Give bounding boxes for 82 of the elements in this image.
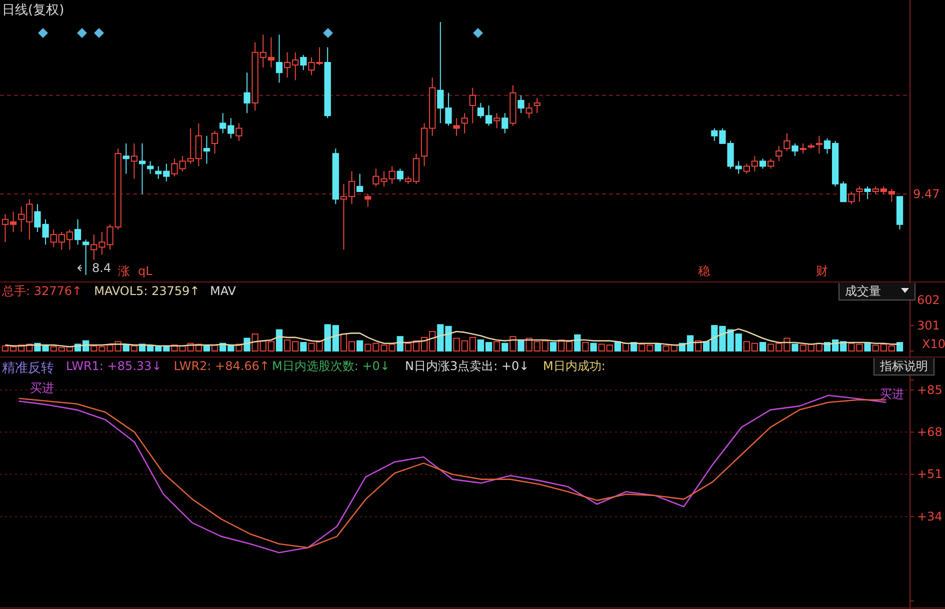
bar — [582, 342, 589, 352]
bar — [518, 340, 524, 352]
candlestick — [203, 135, 210, 164]
y-tick-label: +68 — [917, 424, 942, 439]
bar — [590, 342, 597, 352]
annotation: 稳 — [698, 264, 710, 278]
candlestick — [130, 142, 138, 180]
bar — [356, 340, 364, 352]
text: LWR2: +84.66↑ — [174, 359, 270, 373]
annotation: 财 — [816, 264, 828, 278]
annotation: 成交量 — [845, 284, 881, 298]
bar — [550, 342, 557, 352]
bar — [792, 344, 798, 352]
candlestick — [146, 160, 154, 174]
bar — [654, 344, 662, 352]
bar — [502, 342, 508, 352]
candlestick — [453, 118, 460, 136]
text: 指标说明 — [879, 359, 928, 373]
candlestick — [211, 130, 218, 154]
candlestick — [502, 112, 508, 134]
candlestick — [864, 186, 871, 200]
candlestick — [300, 54, 307, 71]
candlestick — [244, 72, 250, 114]
bar — [864, 342, 871, 352]
bar — [574, 334, 581, 352]
bar — [276, 329, 283, 352]
candlestick — [800, 142, 806, 154]
y-tick-label: 301 — [917, 318, 940, 332]
candlestick — [816, 135, 822, 154]
candlestick — [469, 87, 476, 124]
candlestick — [768, 158, 774, 170]
text: 9.47 — [913, 187, 940, 201]
bar — [300, 342, 307, 352]
text: M日内成功: — [543, 359, 606, 373]
candlestick — [236, 122, 242, 142]
annotation: 8.4 — [92, 261, 112, 275]
chart-title: 日线(复权) — [2, 3, 64, 18]
candlestick — [494, 112, 500, 129]
text: N日内涨3点卖出: +0↓ — [405, 359, 530, 373]
candlestick — [856, 186, 863, 202]
bar — [614, 341, 622, 352]
candlestick — [461, 112, 468, 134]
text: M日内选股次数: +0↓ — [272, 359, 390, 373]
annotation: MAV — [210, 284, 237, 298]
annotation: 买进 — [880, 387, 904, 401]
candlestick — [138, 142, 146, 195]
bar — [759, 342, 766, 352]
annotation: qL — [138, 264, 153, 278]
bar — [494, 341, 500, 352]
text: LWR1: +85.33↓ — [66, 359, 162, 373]
annotation: 买进 — [30, 381, 54, 395]
bar — [122, 344, 130, 352]
bar — [211, 344, 218, 352]
annotation: 涨 — [118, 264, 130, 278]
bar — [130, 345, 138, 352]
candlestick — [396, 168, 404, 182]
y-tick-label: +85 — [917, 382, 942, 397]
text: X10 — [922, 337, 945, 351]
candlestick — [74, 218, 82, 246]
candlestick — [534, 97, 540, 114]
candlestick — [784, 132, 790, 152]
candlestick — [518, 94, 524, 114]
candlestick — [122, 142, 130, 174]
bar — [622, 342, 630, 352]
y-tick-label: +34 — [917, 509, 942, 524]
bar — [203, 345, 210, 352]
y-tick-label: +51 — [917, 467, 942, 482]
bar — [510, 336, 516, 352]
candlestick — [776, 145, 782, 162]
text: 总手: 32776↑ — [1, 284, 82, 298]
line-series — [4, 328, 900, 348]
y-tick-label: 602 — [917, 292, 940, 307]
candlestick — [759, 158, 766, 170]
chart-title: 精准反转 — [2, 361, 54, 376]
candlestick — [364, 194, 372, 208]
text: MAVOL5: 23759↑ — [94, 284, 200, 298]
candlestick — [356, 173, 364, 192]
candlestick — [848, 191, 855, 205]
bar — [396, 336, 404, 352]
candlestick — [276, 34, 283, 84]
candlestick — [526, 102, 532, 119]
candlestick — [792, 142, 798, 157]
